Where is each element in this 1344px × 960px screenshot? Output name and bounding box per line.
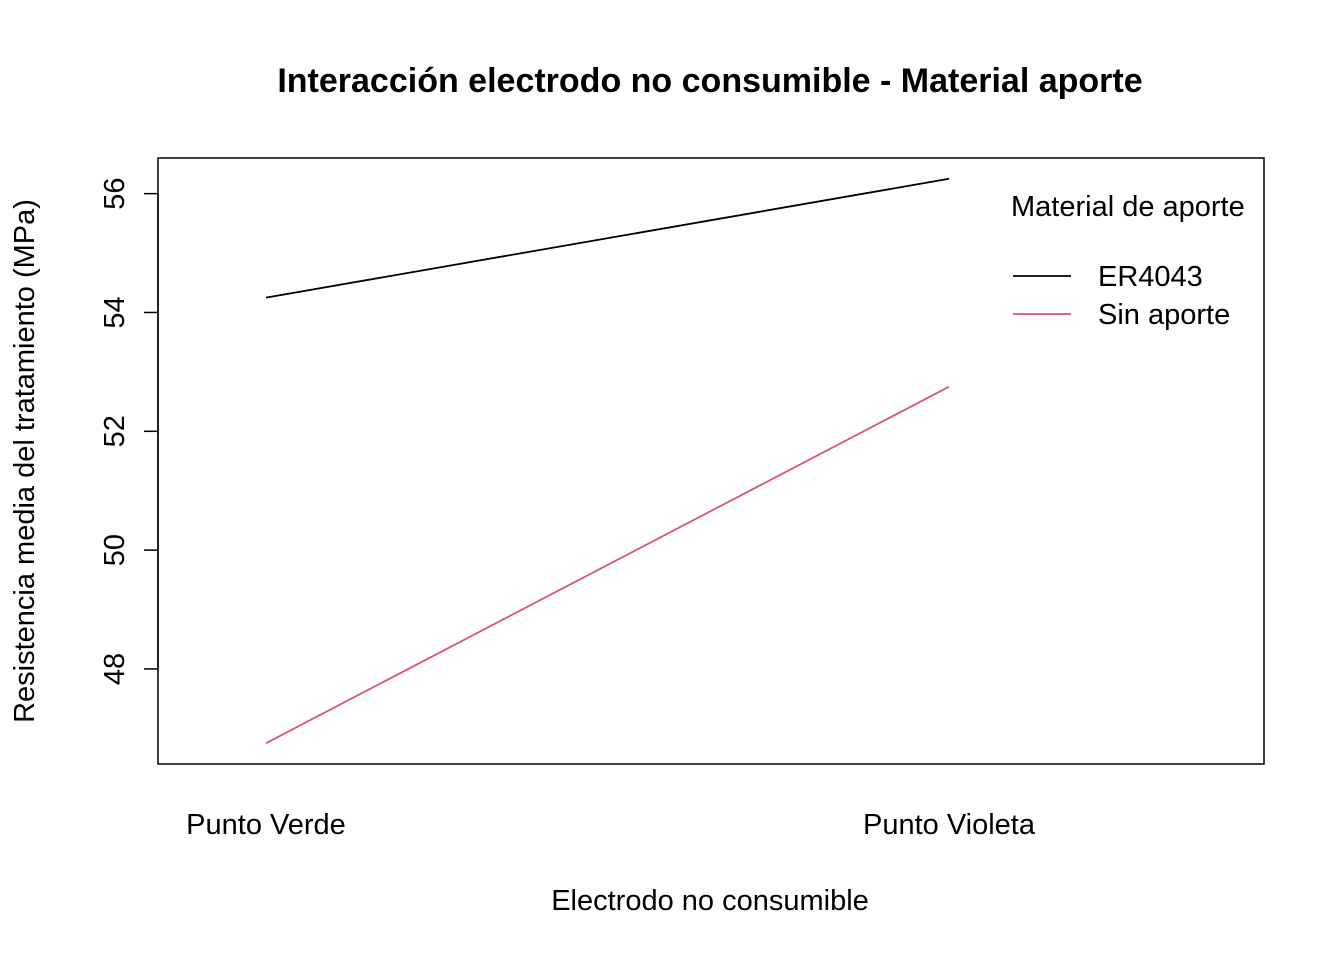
series-lines xyxy=(265,177,950,745)
legend-entry-label: Sin aporte xyxy=(1098,299,1230,331)
legend-title: Material de aporte xyxy=(1011,191,1245,223)
y-tick-label: 50 xyxy=(99,534,131,566)
series-line-1 xyxy=(265,385,950,745)
chart-title: Interacción electrodo no consumible - Ma… xyxy=(277,62,1142,100)
y-tick-label: 56 xyxy=(99,178,131,210)
plot-frame xyxy=(157,157,1265,765)
y-axis: 48 50 52 54 56 xyxy=(99,178,159,685)
y-tick-label: 54 xyxy=(99,296,131,328)
y-axis-label: Resistencia media del tratamiento (MPa) xyxy=(9,199,41,723)
x-axis-label: Electrodo no consumible xyxy=(551,885,869,917)
x-axis-tick-labels: Punto Verde Punto Violeta xyxy=(186,809,1036,841)
y-tick-label: 52 xyxy=(99,415,131,447)
legend: Material de aporte ER4043 Sin aporte xyxy=(1011,191,1245,331)
y-tick-label: 48 xyxy=(99,653,131,685)
x-tick-label: Punto Violeta xyxy=(863,809,1036,841)
legend-entry-label: ER4043 xyxy=(1098,261,1203,293)
series-line-0 xyxy=(265,177,950,299)
x-tick-label: Punto Verde xyxy=(186,809,346,841)
